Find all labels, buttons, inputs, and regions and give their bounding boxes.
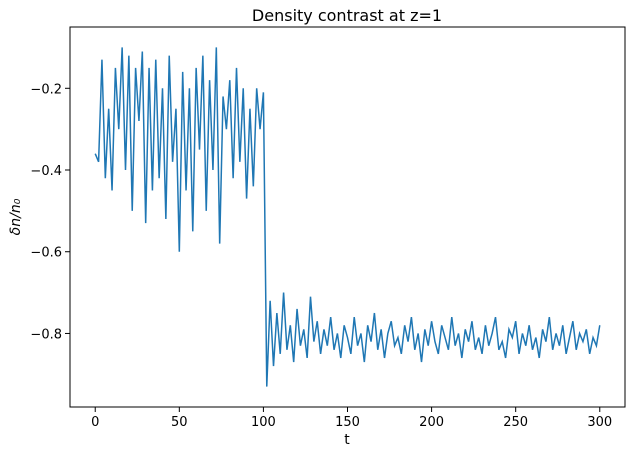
x-axis-label: t [344,432,350,448]
plot-frame [69,26,626,408]
y-tick-label: −0.8 [30,327,62,342]
data-line [94,47,601,387]
y-tick-label: −0.4 [30,164,62,179]
x-tick-label: 100 [251,415,276,430]
y-axis-label: δn/n₀ [8,198,24,235]
y-tick-label: −0.6 [30,246,62,261]
x-tick-label: 300 [587,415,612,430]
x-tick-label: 50 [171,415,188,430]
chart-title: Density contrast at z=1 [252,6,442,25]
x-tick-label: 250 [503,415,528,430]
x-tick-label: 150 [335,415,360,430]
y-tick-label: −0.2 [30,82,62,97]
x-tick-label: 200 [419,415,444,430]
x-tick-label: 0 [91,415,99,430]
